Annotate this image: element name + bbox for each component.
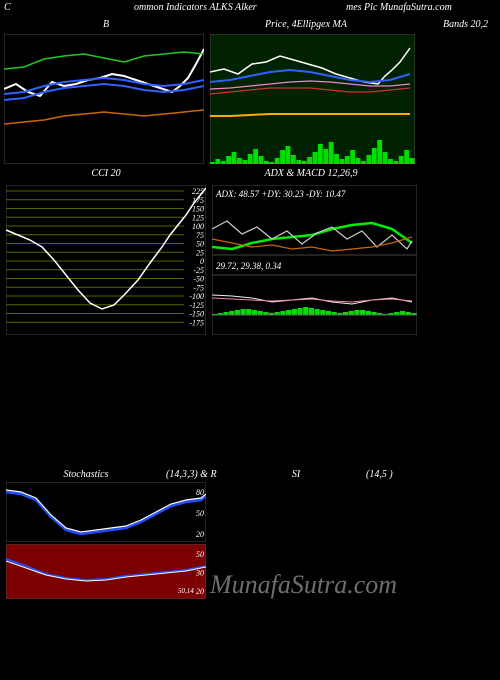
chart-stoch-2: 50 30 2050,14 bbox=[6, 544, 206, 599]
stoch-title-c: SI bbox=[266, 469, 326, 480]
stoch-titles: Stochastics (14,3,3) & R SI (14,5 ) bbox=[0, 469, 500, 480]
stoch-title-b: (14,3,3) & R bbox=[166, 469, 266, 480]
svg-text:50: 50 bbox=[196, 509, 204, 518]
svg-text:-25: -25 bbox=[193, 266, 204, 275]
chart-stoch-1: 80 50 20 bbox=[6, 482, 206, 542]
header: C ommon Indicators ALKS Alker mes Plc Mu… bbox=[0, 0, 500, 15]
mid-titles: CCI 20 ADX & MACD 12,26,9 bbox=[0, 168, 500, 179]
header-left: C bbox=[4, 2, 34, 13]
stoch-title-a: Stochastics bbox=[6, 469, 166, 480]
header-mid: ommon Indicators ALKS Alker bbox=[34, 2, 346, 13]
svg-text:29.72, 29.38, 0.34: 29.72, 29.38, 0.34 bbox=[216, 261, 282, 271]
svg-text:50: 50 bbox=[196, 550, 204, 559]
svg-text:20: 20 bbox=[196, 530, 204, 539]
svg-text:25: 25 bbox=[196, 248, 204, 257]
chart-adx-macd: ADX: 48.57 +DY: 30.23 -DY: 10.47 29.72, 2… bbox=[212, 185, 417, 335]
stoch-row-1: 80 50 20 bbox=[0, 482, 500, 542]
svg-text:-50: -50 bbox=[193, 275, 204, 284]
header-right: mes Plc MunafaSutra.com bbox=[346, 2, 496, 13]
adx-macd-title: ADX & MACD 12,26,9 bbox=[206, 168, 416, 179]
chart-cci: 2251751501251007550250-25-50-75-100-125-… bbox=[6, 185, 206, 335]
svg-text:0: 0 bbox=[200, 257, 204, 266]
subtitle-b: B bbox=[6, 19, 206, 30]
svg-text:225: 225 bbox=[192, 187, 204, 196]
chart-bollinger bbox=[4, 34, 204, 164]
svg-text:-125: -125 bbox=[189, 301, 204, 310]
svg-text:125: 125 bbox=[192, 213, 204, 222]
svg-text:50,14: 50,14 bbox=[178, 587, 194, 595]
svg-text:-75: -75 bbox=[193, 283, 204, 292]
stoch-row-2: 50 30 2050,14 bbox=[0, 544, 500, 599]
svg-text:-100: -100 bbox=[189, 292, 204, 301]
svg-text:150: 150 bbox=[192, 205, 204, 214]
svg-text:ADX: 48.57 +DY: 30.23 -DY: 10.: ADX: 48.57 +DY: 30.23 -DY: 10.47 bbox=[215, 189, 346, 199]
svg-text:20: 20 bbox=[196, 587, 204, 596]
svg-text:80: 80 bbox=[196, 488, 204, 497]
subtitle-row: B Price, 4Ellipgex MA Bands 20,2 bbox=[0, 19, 500, 30]
cci-title: CCI 20 bbox=[6, 168, 206, 179]
svg-text:75: 75 bbox=[196, 231, 204, 240]
svg-text:-150: -150 bbox=[189, 310, 204, 319]
chart-price-ma bbox=[210, 34, 415, 164]
subtitle-bands: Bands 20,2 bbox=[406, 19, 494, 30]
stoch-title-d: (14,5 ) bbox=[326, 469, 494, 480]
svg-text:-175: -175 bbox=[189, 318, 204, 327]
top-charts-row bbox=[0, 30, 500, 168]
svg-text:100: 100 bbox=[192, 222, 204, 231]
mid-charts-row: 2251751501251007550250-25-50-75-100-125-… bbox=[0, 181, 500, 339]
svg-text:30: 30 bbox=[195, 569, 204, 578]
subtitle-price: Price, 4Ellipgex MA bbox=[206, 19, 406, 30]
svg-text:50: 50 bbox=[196, 240, 204, 249]
